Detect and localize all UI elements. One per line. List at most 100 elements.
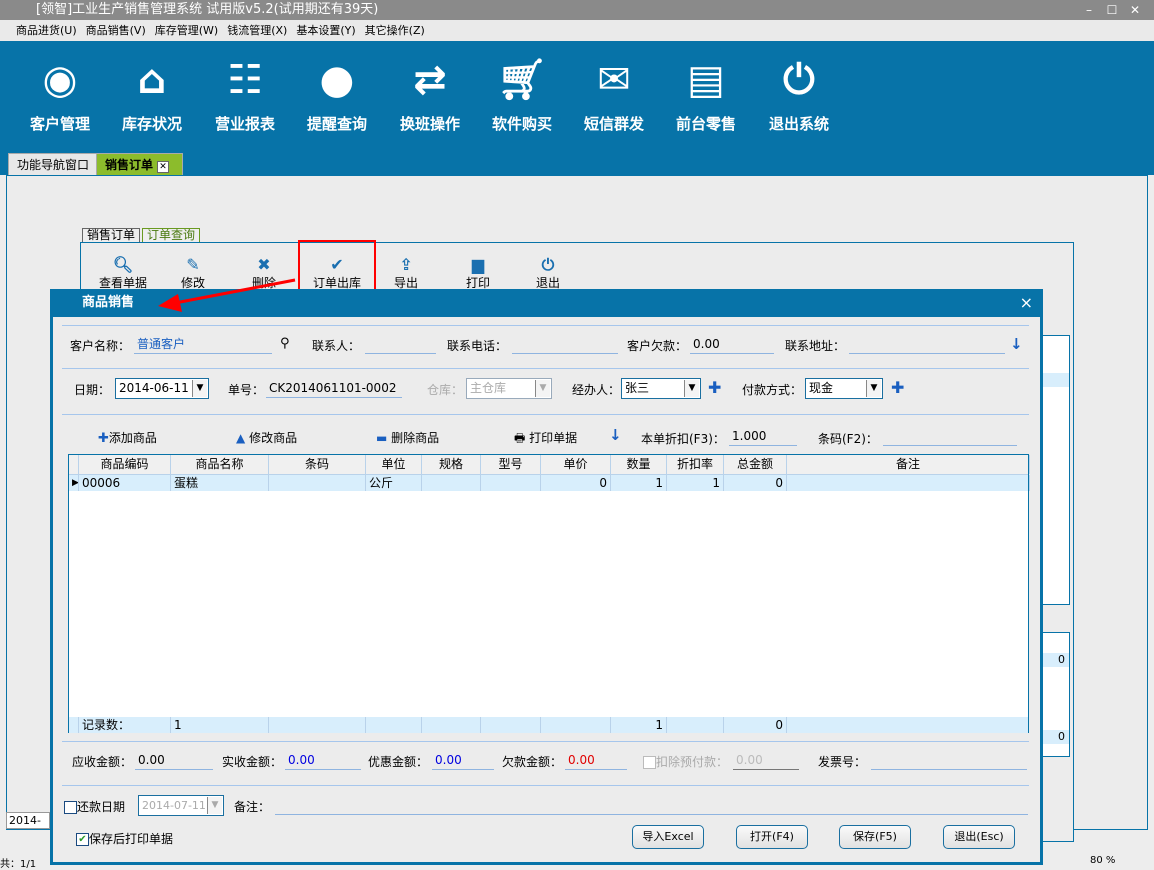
column-header[interactable]: 条码 — [269, 455, 366, 474]
cell[interactable]: 00006 — [79, 475, 171, 491]
arrow-down-icon[interactable]: ↓ — [1010, 335, 1023, 353]
cell[interactable] — [481, 475, 541, 491]
discount-amount-field[interactable]: 0.00 — [432, 752, 494, 770]
print-after-save-checkbox[interactable]: ✔ 保存后打印单据 — [76, 830, 173, 847]
delete-item-button[interactable]: ▬ 删除商品 — [376, 429, 439, 446]
menu-cash[interactable]: 钱流管理(X) — [227, 24, 288, 37]
menu-settings[interactable]: 基本设置(Y) — [296, 24, 356, 37]
debt-label: 客户欠款： — [627, 339, 688, 353]
chevron-down-icon[interactable]: ▼ — [866, 380, 881, 397]
cell[interactable] — [269, 475, 366, 491]
order-no-field: CK2014061101-0002 — [266, 380, 402, 398]
binoculars-icon[interactable]: ⚲ — [280, 336, 290, 351]
prepay-checkbox[interactable]: 扣除预付款： — [643, 753, 728, 770]
checkbox[interactable] — [64, 801, 77, 814]
contact-field[interactable] — [365, 336, 436, 354]
pay-select[interactable]: 现金 ▼ — [805, 378, 883, 399]
subtab-sales-order[interactable]: 销售订单 — [82, 228, 141, 243]
chevron-down-icon[interactable]: ▼ — [192, 380, 207, 397]
toolbar-shift[interactable]: ⇄ 换班操作 — [385, 53, 475, 134]
checkbox-checked[interactable]: ✔ — [76, 833, 89, 846]
cell[interactable]: 1 — [667, 475, 724, 491]
edit-item-button[interactable]: ▲ 修改商品 — [236, 429, 297, 446]
exit-button[interactable]: ⏻ 退出 — [513, 256, 583, 291]
label: 订单出库 — [312, 276, 361, 290]
toolbar-stock[interactable]: ⌂ 库存状况 — [107, 53, 197, 134]
chevron-down-icon[interactable]: ▼ — [684, 380, 699, 397]
toolbar-sms[interactable]: ✉ 短信群发 — [569, 53, 659, 134]
import-excel-button[interactable]: 导入Excel — [632, 825, 704, 849]
column-header[interactable]: 单位 — [366, 455, 422, 474]
minimize-button[interactable]: – — [1086, 3, 1092, 17]
exit-dialog-button[interactable]: 退出(Esc) — [943, 825, 1015, 849]
table-row[interactable]: ▶ 00006 蛋糕 公斤 0 1 1 0 — [69, 475, 1030, 491]
cell[interactable]: 0 — [541, 475, 611, 491]
cell[interactable]: 1 — [611, 475, 667, 491]
customer-field[interactable]: 普通客户 — [134, 336, 272, 354]
note-field[interactable] — [275, 797, 1028, 815]
toolbar-buy[interactable]: 🛒︎ 软件购买 — [477, 53, 567, 134]
dialog-close-button[interactable]: × — [1019, 293, 1033, 312]
column-header[interactable]: 型号 — [481, 455, 541, 474]
cell[interactable] — [787, 475, 1030, 491]
cell[interactable]: 蛋糕 — [171, 475, 269, 491]
plus-icon: ✚ — [98, 431, 109, 446]
arrow-down-icon[interactable]: ↓ — [609, 426, 622, 444]
cell[interactable] — [422, 475, 481, 491]
phone-field[interactable] — [512, 336, 618, 354]
view-doc-button[interactable]: 🔍︎ 查看单据 — [88, 256, 158, 291]
toolbar-exit[interactable]: ⏻ 退出系统 — [754, 53, 844, 134]
toolbar-reminder[interactable]: ● 提醒查询 — [292, 53, 382, 134]
cell[interactable]: 0 — [724, 475, 787, 491]
repay-date-checkbox[interactable]: 还款日期 — [64, 798, 125, 815]
add-pay-icon[interactable]: ✚ — [891, 378, 905, 397]
menu-other[interactable]: 其它操作(Z) — [364, 24, 425, 37]
order-out-button[interactable]: ✔ 订单出库 — [302, 256, 372, 291]
handler-select[interactable]: 张三 ▼ — [621, 378, 701, 399]
cell: 0 — [1041, 653, 1069, 667]
cell[interactable]: 公斤 — [366, 475, 422, 491]
column-header[interactable]: 商品编码 — [79, 455, 171, 474]
phone-label: 联系电话： — [447, 339, 508, 353]
save-button[interactable]: 保存(F5) — [839, 825, 911, 849]
cell — [269, 717, 366, 733]
subtab-order-query[interactable]: 订单查询 — [142, 228, 201, 243]
barcode-field[interactable] — [883, 428, 1017, 446]
checkbox[interactable] — [643, 756, 656, 769]
tab-navigation[interactable]: 功能导航窗口 — [8, 153, 99, 175]
discount-field[interactable]: 1.000 — [729, 428, 797, 446]
menu-inventory[interactable]: 库存管理(W) — [154, 24, 219, 37]
barcode-label: 条码(F2)： — [818, 432, 878, 446]
upload-icon: ⇪ — [399, 255, 413, 274]
address-field[interactable] — [849, 336, 1005, 354]
date-picker[interactable]: 2014-06-11 ▼ — [115, 378, 209, 399]
column-header[interactable]: 总金额 — [724, 455, 787, 474]
invoice-field[interactable] — [871, 752, 1027, 770]
close-tab-icon[interactable]: ✕ — [157, 161, 169, 173]
toolbar-report[interactable]: ☷ 营业报表 — [200, 53, 290, 134]
column-header[interactable]: 规格 — [422, 455, 481, 474]
window-title: [领智]工业生产销售管理系统 试用版v5.2(试用期还有39天) — [0, 0, 1154, 20]
column-header[interactable]: 商品名称 — [171, 455, 269, 474]
add-handler-icon[interactable]: ✚ — [708, 378, 722, 397]
column-header[interactable]: 单价 — [541, 455, 611, 474]
maximize-button[interactable]: ☐ — [1106, 3, 1118, 17]
chevron-down-icon: ▼ — [207, 797, 222, 814]
add-item-button[interactable]: ✚添加商品 — [98, 429, 157, 446]
export-button[interactable]: ⇪ 导出 — [371, 256, 441, 291]
print-button[interactable]: ▆ 打印 — [443, 256, 513, 291]
toolbar-customer[interactable]: ◉ 客户管理 — [15, 53, 105, 134]
print-doc-button[interactable]: 🖶 打印单据 — [514, 429, 577, 450]
received-field[interactable]: 0.00 — [285, 752, 361, 770]
close-button[interactable]: ✕ — [1129, 3, 1141, 17]
menu-purchase[interactable]: 商品进货(U) — [16, 24, 77, 37]
column-header[interactable]: 数量 — [611, 455, 667, 474]
column-header[interactable]: 备注 — [787, 455, 1030, 474]
toolbar-retail[interactable]: ▤ 前台零售 — [661, 53, 751, 134]
open-button[interactable]: 打开(F4) — [736, 825, 808, 849]
column-header[interactable]: 折扣率 — [667, 455, 724, 474]
tab-sales-order[interactable]: 销售订单 ✕ — [96, 153, 183, 175]
edit-button[interactable]: ✎ 修改 — [158, 256, 228, 291]
menu-sales[interactable]: 商品销售(V) — [85, 24, 146, 37]
label: 保存后打印单据 — [89, 832, 174, 846]
